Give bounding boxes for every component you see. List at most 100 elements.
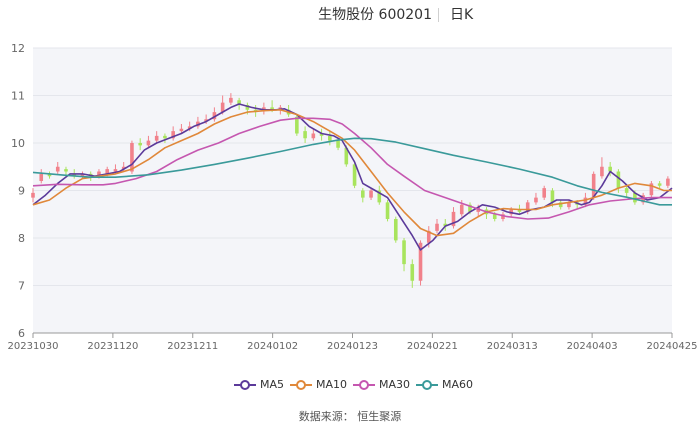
candle-body bbox=[113, 169, 118, 172]
candle-body bbox=[31, 192, 35, 198]
legend: MA5 MA10 MA30 MA60 bbox=[0, 377, 700, 393]
axes: 6 7 8 9 10 11 12 20231030 20231120 20231211 202401… bbox=[8, 42, 698, 352]
x-tick-label: 20240313 bbox=[487, 341, 538, 352]
y-tick-label: 11 bbox=[11, 90, 25, 103]
candle-body bbox=[163, 135, 167, 139]
candle-body bbox=[55, 166, 60, 172]
candle-body bbox=[550, 190, 555, 203]
title-divider bbox=[438, 8, 439, 22]
legend-label: MA30 bbox=[379, 378, 411, 391]
candle-body bbox=[534, 197, 538, 203]
legend-label: MA5 bbox=[260, 378, 285, 391]
x-tick-label: 20231211 bbox=[167, 341, 218, 352]
candle-body bbox=[204, 119, 208, 122]
legend-label: MA60 bbox=[442, 378, 474, 391]
candle-body bbox=[220, 102, 225, 113]
y-tick-label: 12 bbox=[11, 42, 25, 55]
ma-line-ma10 bbox=[32, 109, 672, 237]
y-tick-label: 8 bbox=[18, 232, 25, 245]
candle-body bbox=[237, 100, 241, 105]
candle-body bbox=[146, 140, 151, 146]
legend-marker bbox=[296, 380, 306, 390]
x-tick-label: 20240123 bbox=[327, 341, 378, 352]
candle-body bbox=[385, 202, 390, 219]
legend-swatch bbox=[290, 380, 312, 390]
legend-label: MA10 bbox=[316, 378, 348, 391]
candle-body bbox=[47, 173, 52, 177]
candle-body bbox=[130, 143, 134, 172]
candle-body bbox=[311, 133, 316, 139]
candle-body bbox=[336, 140, 340, 148]
candle-body bbox=[443, 223, 448, 227]
legend-marker bbox=[240, 380, 250, 390]
candle-body bbox=[600, 166, 604, 177]
candle-body bbox=[72, 173, 77, 177]
candle-body bbox=[319, 133, 324, 136]
y-tick-label: 7 bbox=[18, 280, 25, 293]
candle-body bbox=[97, 171, 101, 177]
chart-period: 日K bbox=[450, 7, 474, 23]
chart-title-bar: 生物股份 600201 日K bbox=[0, 4, 700, 26]
candle-body bbox=[492, 214, 497, 219]
grid-lines bbox=[33, 47, 672, 334]
candle-body bbox=[624, 188, 629, 193]
candle-body bbox=[121, 166, 126, 170]
data-source: 数据来源： 恒生聚源 bbox=[298, 410, 402, 423]
candle-body bbox=[649, 183, 654, 196]
candle-body bbox=[468, 204, 472, 212]
legend-marker bbox=[422, 380, 432, 390]
ma-line-ma5 bbox=[32, 103, 673, 251]
candle-body bbox=[171, 131, 175, 139]
candle-body bbox=[501, 214, 505, 219]
candle-body bbox=[616, 171, 621, 189]
candle-body bbox=[451, 211, 456, 227]
candle-body bbox=[418, 242, 423, 281]
candle-body bbox=[212, 112, 217, 120]
candle-body bbox=[369, 190, 373, 198]
candle-body bbox=[517, 209, 522, 212]
candle-body bbox=[558, 202, 563, 208]
y-tick-label: 9 bbox=[18, 185, 25, 198]
candle-body bbox=[245, 105, 250, 110]
candle-body bbox=[608, 166, 612, 172]
candle-body bbox=[295, 116, 299, 134]
candle-body bbox=[154, 135, 159, 141]
x-tick-label: 20231030 bbox=[8, 341, 59, 352]
y-tick-label: 6 bbox=[18, 327, 25, 340]
candle-body bbox=[435, 223, 439, 231]
candle-body bbox=[633, 192, 637, 203]
candle-body bbox=[657, 183, 662, 186]
ma-line-ma60 bbox=[32, 137, 672, 206]
x-tick-label: 20240403 bbox=[567, 341, 618, 352]
candle-body bbox=[393, 219, 398, 241]
candle-body bbox=[138, 143, 142, 146]
candle-body bbox=[666, 178, 670, 186]
x-tick-label: 20240102 bbox=[247, 341, 298, 352]
candle-body bbox=[64, 169, 68, 172]
candle-body bbox=[270, 107, 274, 110]
candle-body bbox=[410, 264, 415, 281]
candle-body bbox=[328, 135, 332, 141]
candle-body bbox=[542, 188, 546, 198]
legend-swatch bbox=[416, 380, 438, 390]
x-tick-label: 20231120 bbox=[87, 341, 138, 352]
candle-body bbox=[262, 107, 266, 110]
x-tick-label: 20240221 bbox=[407, 341, 458, 352]
candle-body bbox=[525, 202, 530, 212]
candle-body bbox=[344, 147, 349, 165]
x-tick-label: 20240425 bbox=[647, 341, 698, 352]
legend-swatch bbox=[353, 380, 375, 390]
candle-body bbox=[361, 190, 365, 198]
candle-body bbox=[105, 169, 110, 174]
candle-body bbox=[352, 164, 357, 186]
candle-body bbox=[187, 126, 192, 129]
chart-title: 生物股份 600201 bbox=[318, 7, 432, 23]
legend-swatch bbox=[234, 380, 256, 390]
candle-body bbox=[179, 128, 184, 132]
candle-body bbox=[583, 197, 588, 205]
ma-lines bbox=[32, 103, 673, 251]
candles bbox=[31, 93, 670, 288]
candle-body bbox=[377, 190, 382, 203]
legend-marker bbox=[359, 380, 369, 390]
